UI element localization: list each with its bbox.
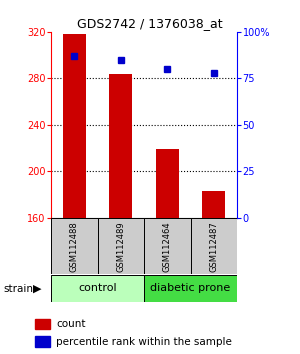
Bar <box>144 275 237 302</box>
Text: diabetic prone: diabetic prone <box>150 283 231 293</box>
Text: GSM112487: GSM112487 <box>209 221 218 272</box>
Bar <box>190 218 237 274</box>
Bar <box>202 191 225 218</box>
Text: percentile rank within the sample: percentile rank within the sample <box>56 337 232 347</box>
Bar <box>98 218 144 274</box>
Bar <box>35 336 50 347</box>
Bar <box>156 149 179 218</box>
Text: control: control <box>78 283 117 293</box>
Text: count: count <box>56 319 86 329</box>
Bar <box>51 275 144 302</box>
Bar <box>51 218 98 274</box>
Text: strain: strain <box>4 284 34 293</box>
Text: GSM112464: GSM112464 <box>163 221 172 272</box>
Text: ▶: ▶ <box>33 284 42 293</box>
Bar <box>144 218 190 274</box>
Text: GSM112488: GSM112488 <box>70 221 79 272</box>
Bar <box>63 34 86 218</box>
Text: GSM112489: GSM112489 <box>116 221 125 272</box>
Bar <box>35 319 50 329</box>
Bar <box>109 74 132 218</box>
Text: GDS2742 / 1376038_at: GDS2742 / 1376038_at <box>77 17 223 30</box>
